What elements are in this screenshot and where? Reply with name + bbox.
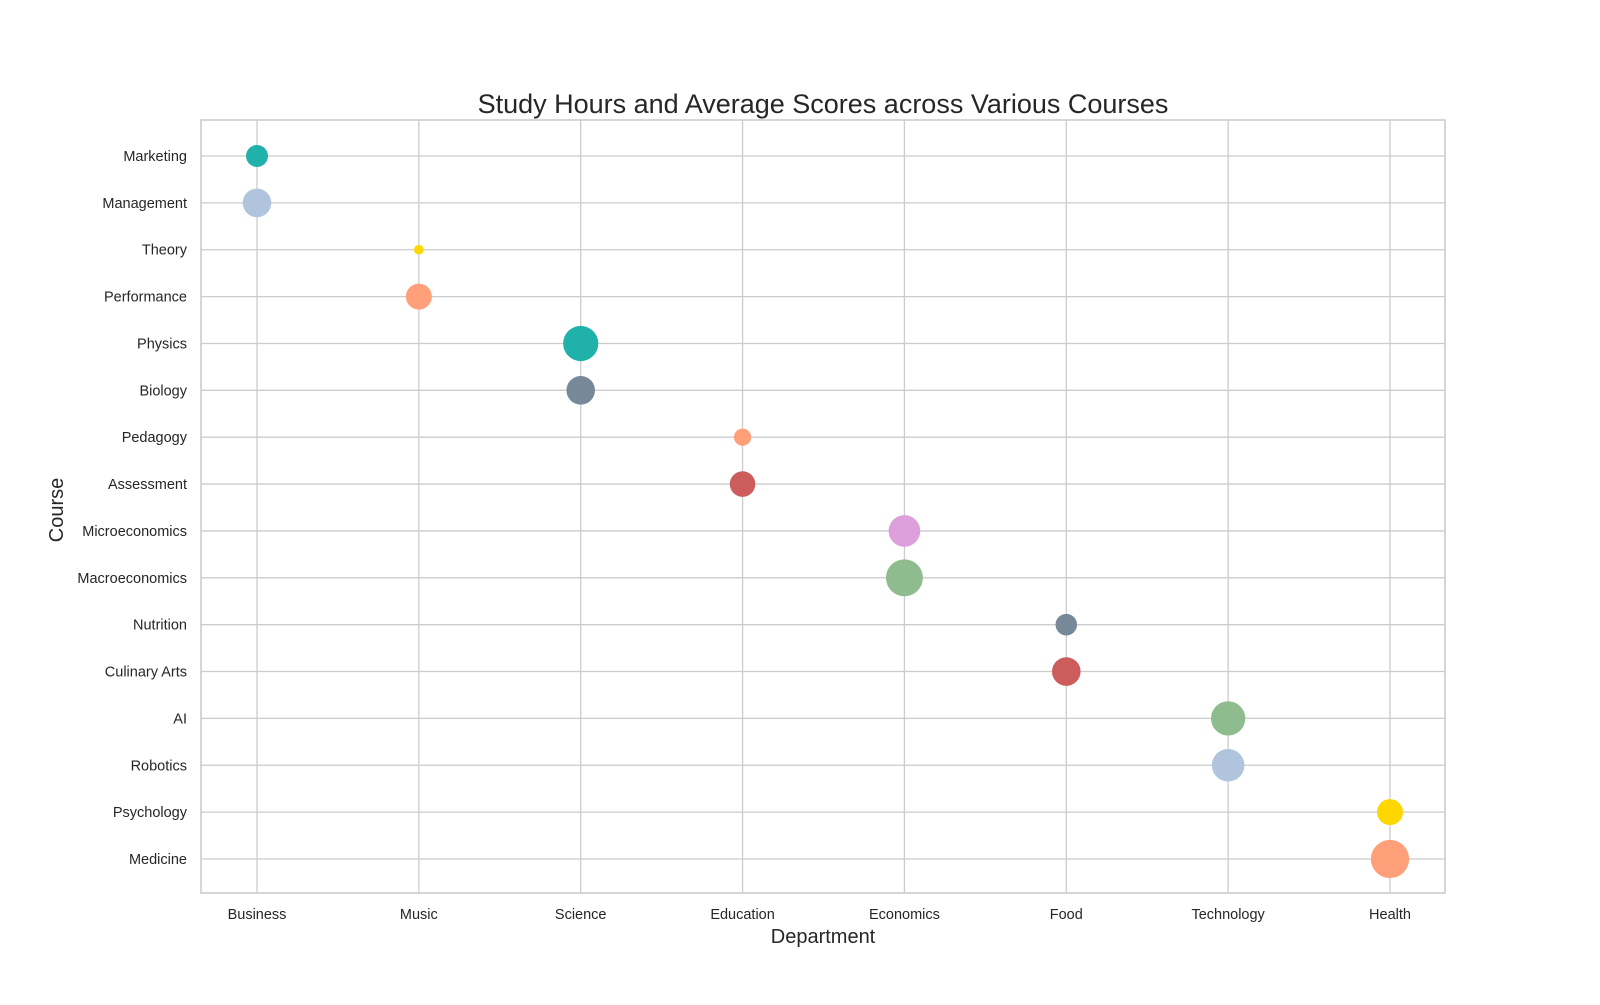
x-tick-label: Science [555,907,607,923]
x-tick-label: Health [1369,907,1411,923]
data-points [242,145,1410,879]
y-tick-label: Performance [104,290,187,306]
y-tick-label: Assessment [108,477,187,493]
y-tick-label: Theory [142,243,188,259]
y-tick-label: AI [173,711,187,727]
y-tick-label: Macroeconomics [77,571,187,587]
y-tick-label: Pedagogy [122,430,188,446]
gridlines [201,120,1445,893]
bubble-point [1210,701,1246,736]
chart-title: Study Hours and Average Scores across Va… [478,89,1169,119]
bubble-point [566,376,596,405]
y-tick-label: Marketing [123,149,187,165]
bubble-point [563,325,599,362]
y-tick-label: Medicine [129,852,187,868]
x-tick-label: Business [228,907,287,923]
bubble-point [414,244,424,255]
bubble-point [405,283,432,310]
x-tick-label: Education [710,907,775,923]
x-tick-label: Music [400,907,438,923]
y-axis-title: Course [46,478,68,542]
bubble-point [1051,657,1081,686]
bubble-point [1370,839,1410,879]
y-tick-label: Nutrition [133,618,187,634]
x-tick-label: Economics [869,907,940,923]
y-tick-label: Biology [139,383,187,399]
bubble-point [1377,799,1403,826]
y-tick-label: Psychology [113,805,188,821]
bubble-point [242,188,272,218]
x-tick-label: Food [1050,907,1083,923]
y-tick-label: Microeconomics [82,524,187,540]
bubble-point [246,145,268,167]
plot-frame [200,119,1446,894]
bubble-point [1211,748,1245,782]
bubble-point [888,515,921,547]
bubble-point [885,559,923,597]
y-tick-label: Management [102,196,187,212]
y-tick-label: Robotics [131,758,187,774]
x-axis-tick-labels: Business Music Science Education Economics Fo… [228,907,1411,923]
y-tick-label: Culinary Arts [105,665,187,681]
x-axis-title: Department [771,926,876,948]
bubble-point [729,471,756,497]
y-axis-tick-labels: Marketing Management Theory Performance Phys… [77,149,187,868]
bubble-point [733,428,752,446]
x-tick-label: Technology [1191,907,1265,923]
y-tick-label: Physics [137,336,187,352]
bubble-point [1055,613,1078,636]
